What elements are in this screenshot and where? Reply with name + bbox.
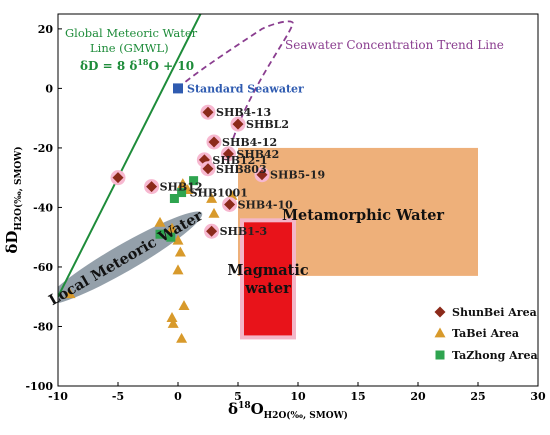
x-tick-label: 15 xyxy=(350,390,365,403)
tabei-area-point xyxy=(166,222,178,233)
point-label: SHB42 xyxy=(236,148,279,161)
gmwl-equation-rhs: O + 10 xyxy=(149,59,195,73)
legend-marker xyxy=(435,350,445,360)
y-axis-label: δDH2O(‰, SMOW) xyxy=(3,146,24,253)
gmwl-label-line2: Line (GMWL) xyxy=(90,41,169,55)
shunbei-area-point xyxy=(112,172,124,184)
tabei-area-point xyxy=(154,216,166,227)
legend-label: TaZhong Area xyxy=(452,349,538,362)
point-label: SHB1001 xyxy=(190,187,248,200)
seawater-trend-label: Seawater Concentration Trend Line xyxy=(285,38,504,52)
x-axis-label: δ18OH2O(‰, SMOW) xyxy=(228,400,348,421)
tabei-area-point xyxy=(174,246,186,257)
tabei-area-point xyxy=(176,332,188,343)
x-tick-label: -5 xyxy=(112,390,124,403)
tabei-area-point xyxy=(178,300,190,311)
tazhong-area-point xyxy=(177,188,187,198)
x-tick-label: 5 xyxy=(234,390,242,403)
tabei-area-point xyxy=(167,318,179,328)
magmatic-water-region xyxy=(244,222,292,336)
tabei-area-point xyxy=(206,193,218,203)
x-tick-label: 10 xyxy=(290,390,306,403)
tazhong-area-point xyxy=(155,229,165,239)
shunbei-area-point xyxy=(208,136,220,148)
shunbei-area-point xyxy=(206,225,218,237)
tabei-area-point xyxy=(208,207,220,218)
shunbei-area-point xyxy=(146,181,158,193)
y-tick-label: -20 xyxy=(33,142,53,155)
y-tick-label: -60 xyxy=(33,261,53,274)
shunbei-area-point xyxy=(232,118,244,130)
tazhong-area-point xyxy=(169,194,179,204)
point-label: SHB4-10 xyxy=(238,198,294,211)
y-tick-label: 0 xyxy=(45,82,53,95)
x-axis-label-base: δ xyxy=(228,400,238,418)
gmwl-equation: δD = 8 δ18O + 10 xyxy=(80,57,194,73)
y-axis-label-sub: H2O(‰, SMOW) xyxy=(13,146,24,230)
y-tick-label: -40 xyxy=(33,201,53,214)
tabei-area-point xyxy=(172,264,184,275)
shunbei-area-point xyxy=(256,169,268,181)
legend-marker xyxy=(434,306,446,318)
magmatic-water-label: Magmatic water xyxy=(227,262,309,297)
tazhong-area-point xyxy=(166,232,176,242)
tabei-area-point xyxy=(64,288,76,299)
magmatic-water-label-line1: Magmatic xyxy=(227,262,309,279)
x-axis-label-sup: 18 xyxy=(238,401,251,411)
gmwl-line xyxy=(58,14,202,298)
gmwl-label-line1: Global Meteoric Water xyxy=(65,26,198,40)
x-tick-label: -10 xyxy=(48,390,68,403)
shunbei-area-point xyxy=(222,148,234,160)
point-label: SHB4-12 xyxy=(222,136,277,149)
legend-label: TaBei Area xyxy=(452,327,519,340)
point-label: SHBL2 xyxy=(246,118,289,131)
tabei-area-point xyxy=(166,312,178,322)
local-meteoric-water-label: Local Meteoric Water xyxy=(46,207,206,309)
point-label: SHB12 xyxy=(160,181,203,194)
standard-seawater-label: Standard Seawater xyxy=(187,82,304,95)
x-tick-label: 25 xyxy=(470,390,485,403)
y-tick-label: -80 xyxy=(33,320,53,333)
standard-seawater-marker xyxy=(173,83,183,94)
magmatic-water-label-line2: water xyxy=(244,280,291,297)
gmwl-equation-lhs: δD = 8 δ xyxy=(80,59,137,73)
shunbei-area-point xyxy=(202,106,214,118)
tabei-area-point xyxy=(177,178,189,189)
metamorphic-water-label: Metamorphic Water xyxy=(282,207,444,224)
x-tick-label: 0 xyxy=(174,390,182,403)
point-label: SHB1-3 xyxy=(220,225,268,238)
x-axis-label-main: O xyxy=(251,400,264,418)
gmwl-equation-sup: 18 xyxy=(137,57,149,67)
y-tick-label: 20 xyxy=(38,23,54,36)
tazhong-area-point xyxy=(189,176,199,186)
tabei-area-point xyxy=(172,234,184,245)
x-axis-label-sub: H2O(‰, SMOW) xyxy=(264,410,348,421)
point-label: SHB4-13 xyxy=(216,106,271,119)
x-tick-label: 30 xyxy=(530,390,546,403)
legend-marker xyxy=(434,327,446,338)
point-label: SHB803 xyxy=(216,163,267,176)
y-axis-label-main: δD xyxy=(3,231,21,254)
shunbei-area-point xyxy=(224,198,236,210)
point-label: SHB12-1 xyxy=(212,154,267,167)
shunbei-area-point xyxy=(202,163,214,175)
legend-label: ShunBei Area xyxy=(452,306,537,319)
point-label: SHB5-19 xyxy=(270,169,325,182)
y-tick-label: -100 xyxy=(25,380,53,393)
x-tick-label: 20 xyxy=(410,390,426,403)
